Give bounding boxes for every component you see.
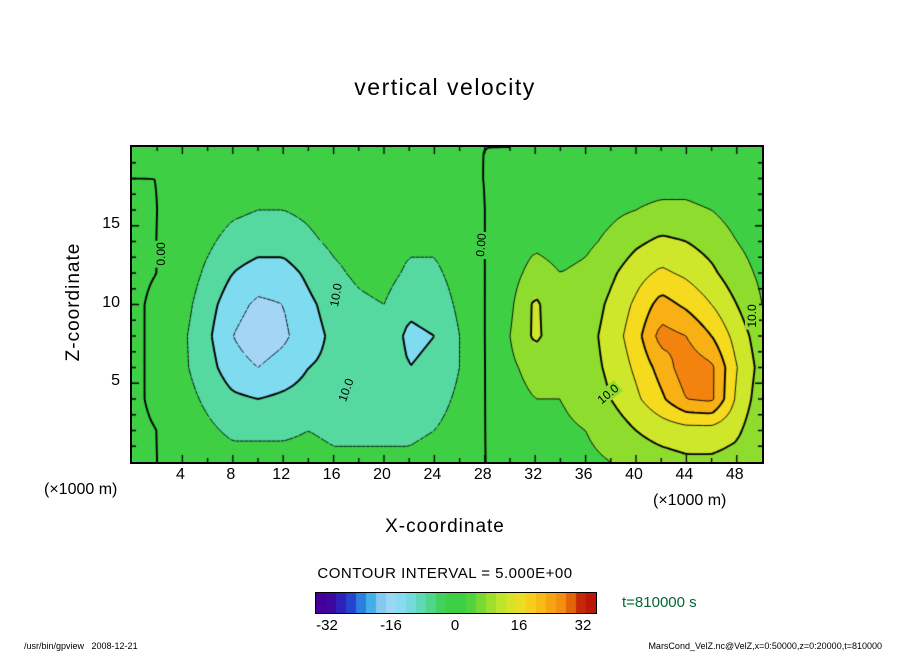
colorbar-tick-label: -32 xyxy=(316,617,338,634)
x-unit-label-right: (×1000 m) xyxy=(653,492,727,509)
time-label: t=810000 s xyxy=(622,594,697,611)
x-unit-label-left: (×1000 m) xyxy=(44,481,118,498)
colorbar-tick-label: 16 xyxy=(510,617,528,634)
y-tick-label: 10 xyxy=(102,293,120,311)
y-axis-ticks: 5 10 15 xyxy=(86,145,122,460)
contour-plot-canvas xyxy=(132,147,762,462)
x-tick-label: 20 xyxy=(373,466,391,483)
plot-title: vertical velocity xyxy=(354,74,536,100)
colorbar-tick-label: -16 xyxy=(380,617,402,634)
footer-command-text: /usr/bin/gpview 2008-12-21 xyxy=(24,641,138,651)
x-tick-label: 8 xyxy=(226,466,236,483)
x-axis-ticks: 4 8 12 16 20 24 28 32 36 40 44 48 xyxy=(130,466,760,486)
colorbar-tick-labels: -32 -16 0 16 32 xyxy=(315,617,595,635)
colorbar-canvas xyxy=(316,593,596,613)
x-tick-label: 32 xyxy=(524,466,543,483)
y-tick-label: 15 xyxy=(102,214,120,232)
footer-dataset-text: MarsCond_VelZ.nc@VelZ,x=0:50000,z=0:2000… xyxy=(648,641,882,651)
x-tick-label: 40 xyxy=(625,466,643,483)
colorbar-tick-label: 0 xyxy=(450,617,460,634)
x-axis-label: X-coordinate xyxy=(385,516,505,537)
y-tick-label: 5 xyxy=(111,372,120,390)
x-tick-label: 12 xyxy=(272,466,291,483)
colorbar-tick-label: 32 xyxy=(574,617,592,634)
contour-interval-caption: CONTOUR INTERVAL = 5.000E+00 xyxy=(317,565,573,582)
x-tick-label: 48 xyxy=(725,466,744,483)
x-tick-label: 36 xyxy=(574,466,593,483)
x-tick-label: 4 xyxy=(175,466,185,483)
x-tick-label: 16 xyxy=(322,466,341,483)
y-axis-label: Z-coordinate xyxy=(63,242,84,362)
x-tick-label: 44 xyxy=(675,466,694,483)
x-tick-label: 28 xyxy=(473,466,492,483)
x-tick-label: 24 xyxy=(423,466,442,483)
plot-frame: 0.00 10.0 10.0 0.00 10.0 10.0 xyxy=(130,145,764,464)
colorbar xyxy=(315,592,597,614)
